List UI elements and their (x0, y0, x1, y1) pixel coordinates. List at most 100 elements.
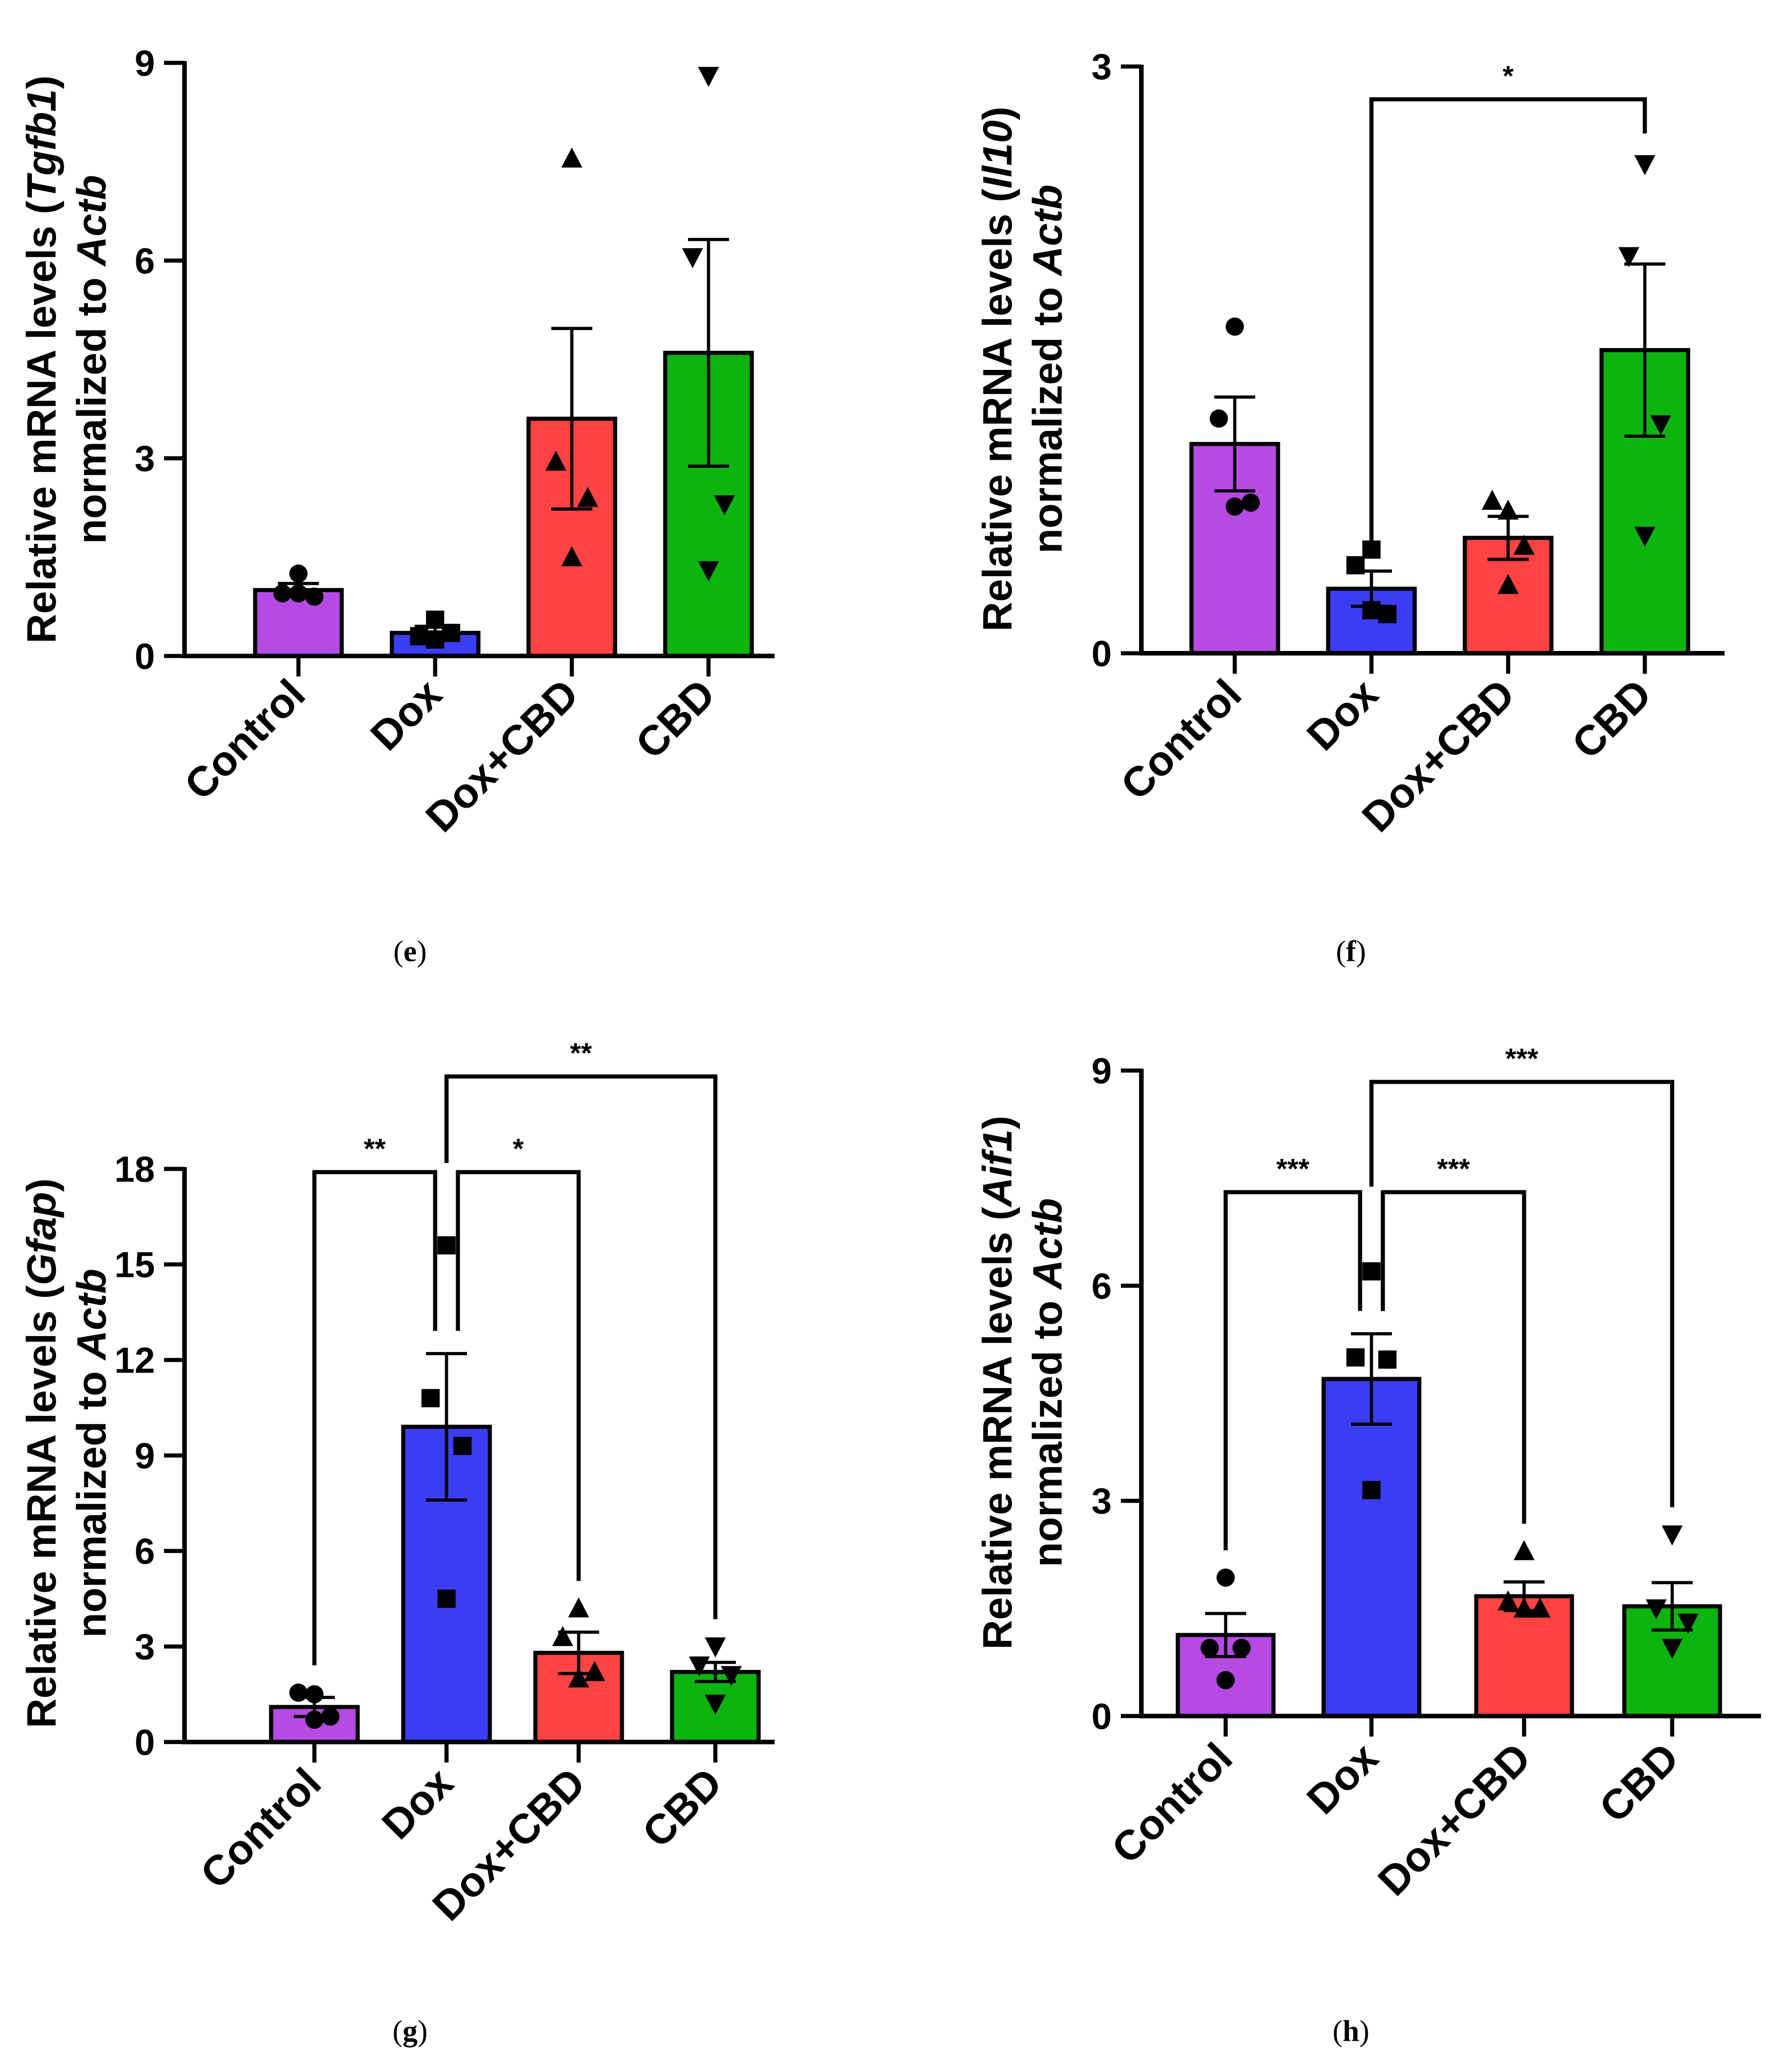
y-tick-label: 0 (1092, 633, 1112, 674)
y-tick-label: 0 (135, 636, 155, 676)
y-tick-label: 9 (135, 43, 155, 83)
significance-bracket: *** (1223, 1153, 1362, 1551)
significance-bracket: ** (444, 1038, 718, 1619)
data-point (1217, 1671, 1235, 1690)
x-category-label: CBD (634, 1759, 731, 1856)
data-point (561, 546, 582, 566)
data-point (705, 1695, 726, 1715)
significance-bracket: * (456, 1133, 581, 1581)
data-point (1378, 1350, 1397, 1369)
data-point (1242, 493, 1260, 512)
bar-dox (1321, 1377, 1422, 1718)
significance-label: * (1503, 61, 1514, 92)
data-point (289, 1683, 308, 1702)
data-point (1650, 415, 1671, 436)
x-category-label: Dox+CBD (1369, 1734, 1540, 1905)
x-category-label: CBD (1563, 671, 1660, 768)
y-tick-label: 9 (135, 1435, 155, 1476)
data-point (1482, 490, 1503, 510)
data-point (1514, 1597, 1535, 1618)
data-point (568, 1667, 589, 1688)
data-point (1346, 556, 1365, 574)
data-point (421, 1389, 440, 1408)
x-category-label: Control (1103, 1734, 1241, 1872)
y-tick-label: 12 (114, 1340, 155, 1380)
significance-label: *** (1505, 1043, 1539, 1075)
y-tick-label: 9 (1092, 1050, 1112, 1091)
data-point (568, 1597, 589, 1618)
data-point (1498, 574, 1519, 594)
data-point (289, 584, 308, 603)
data-point (1514, 1540, 1535, 1560)
data-point (437, 1589, 456, 1608)
significance-label: ** (570, 1038, 592, 1069)
data-point (1362, 1481, 1381, 1500)
x-category-label: Dox (1298, 1734, 1387, 1823)
y-tick-label: 0 (135, 1722, 155, 1763)
x-category-label: Control (192, 1759, 330, 1897)
data-point (682, 248, 703, 268)
panel-label: (g) (393, 2014, 428, 2048)
error-bar (551, 327, 592, 511)
data-point (305, 1685, 323, 1704)
x-category-label: CBD (627, 671, 724, 768)
y-axis-label: Relative mRNA levels (Gfap)normalized to… (19, 1178, 115, 1728)
data-point (545, 451, 566, 471)
data-point (273, 584, 292, 603)
y-axis-label: Relative mRNA levels (Aif1)normalized to… (975, 1116, 1071, 1650)
data-point (561, 147, 582, 168)
data-point (552, 1626, 573, 1646)
error-bar (1214, 395, 1255, 493)
panel-label: (f) (1336, 935, 1366, 968)
y-tick-label: 3 (1092, 46, 1112, 87)
data-point (453, 1437, 472, 1455)
data-point (426, 610, 444, 629)
data-point (1514, 534, 1535, 555)
y-tick-label: 0 (1092, 1696, 1112, 1737)
data-point (1362, 1262, 1381, 1281)
data-point (442, 624, 460, 642)
x-category-label: Dox (1298, 671, 1387, 759)
error-bar (1351, 1332, 1392, 1426)
error-bar (1624, 262, 1665, 438)
data-point (1530, 1597, 1551, 1618)
data-point (1618, 247, 1639, 267)
y-tick-label: 3 (135, 1626, 155, 1667)
data-point (321, 1707, 339, 1726)
data-point (1217, 1568, 1235, 1587)
significance-label: ** (364, 1133, 386, 1165)
error-bar (688, 238, 729, 468)
y-tick-label: 3 (1092, 1481, 1112, 1522)
x-category-label: CBD (1591, 1734, 1688, 1831)
y-tick-label: 6 (1092, 1266, 1112, 1306)
data-point (1646, 1599, 1667, 1619)
data-point (721, 1666, 742, 1686)
data-point (437, 1236, 456, 1255)
data-point (1210, 409, 1228, 428)
data-point (698, 67, 719, 87)
y-tick-label: 18 (114, 1149, 155, 1189)
data-point (1634, 527, 1655, 547)
error-bar (426, 1352, 467, 1502)
significance-bracket: ** (312, 1133, 437, 1665)
bar-cbd (663, 351, 754, 658)
data-point (689, 1656, 710, 1677)
data-point (1678, 1614, 1699, 1634)
data-point (1201, 1639, 1219, 1657)
data-point (305, 587, 323, 606)
significance-label: *** (1276, 1153, 1309, 1185)
significance-bracket: *** (1381, 1153, 1526, 1524)
data-point (1662, 1525, 1683, 1546)
data-point (1378, 605, 1397, 624)
error-bar (1652, 1581, 1693, 1632)
significance-bracket: *** (1369, 1043, 1674, 1507)
data-point (698, 561, 719, 581)
panel-label: (e) (393, 935, 426, 968)
data-point (1226, 497, 1244, 516)
y-tick-label: 6 (135, 1531, 155, 1572)
y-axis-label: Relative mRNA levels (Il10)normalized to… (975, 107, 1071, 631)
